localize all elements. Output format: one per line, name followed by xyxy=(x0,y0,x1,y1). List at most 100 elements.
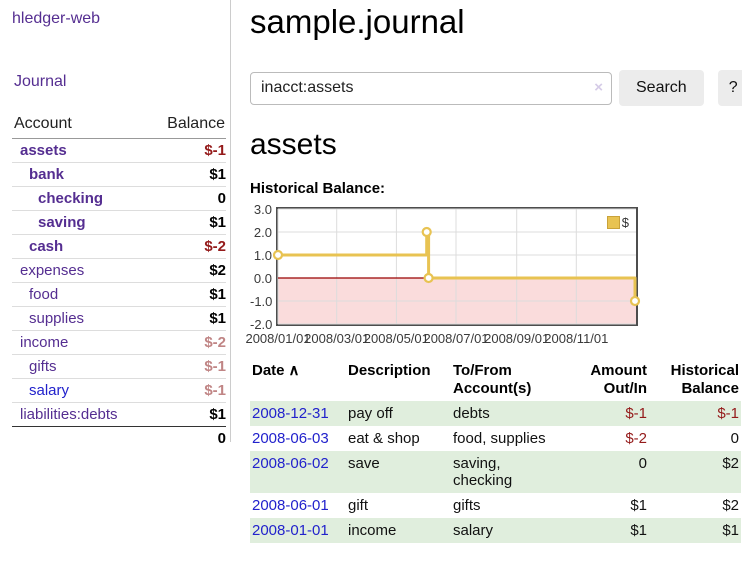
account-link-supplies[interactable]: supplies xyxy=(29,310,85,327)
chart-legend: $ xyxy=(604,214,631,231)
transaction-accounts: food, supplies xyxy=(453,430,546,447)
y-axis-tick-label: -1.0 xyxy=(250,294,273,309)
account-balance: $2 xyxy=(209,262,226,279)
y-axis-tick-label: 2.0 xyxy=(253,225,272,240)
transaction-balance: $2 xyxy=(722,455,739,472)
account-row: assets $-1 xyxy=(12,139,226,163)
account-balance: $1 xyxy=(209,310,226,327)
x-axis-tick-label: 2008/07/01 xyxy=(423,331,489,346)
account-row: supplies $1 xyxy=(12,306,226,331)
transaction-balance: $-1 xyxy=(717,405,739,422)
sidebar-nav: Journal xyxy=(14,73,230,91)
transaction-accounts: gifts xyxy=(453,497,481,514)
app-brand-link[interactable]: hledger-web xyxy=(12,10,101,27)
account-row: gifts $-1 xyxy=(12,354,226,379)
account-row: salary $-1 xyxy=(12,378,226,403)
transaction-balance: $2 xyxy=(722,497,739,514)
transaction-description: pay off xyxy=(348,405,393,422)
page-title: sample.journal xyxy=(250,3,465,40)
y-axis-tick-label: 1.0 xyxy=(253,248,272,263)
account-link-liabilities-debts[interactable]: liabilities:debts xyxy=(20,406,118,423)
x-axis-tick-label: 2008/09/01 xyxy=(484,331,550,346)
nav-journal-link[interactable]: Journal xyxy=(14,73,67,90)
transaction-row: 2008-01-01 income salary $1 $1 xyxy=(250,518,741,543)
accounts-total-row: 0 xyxy=(12,426,226,451)
account-balance: $-2 xyxy=(204,238,226,255)
transaction-row: 2008-06-03 eat & shop food, supplies $-2 0 xyxy=(250,426,741,451)
clear-search-icon[interactable]: × xyxy=(594,78,603,96)
search-row: × Search ? xyxy=(250,70,742,106)
main-content: sample.journal × Search ? assets Histori… xyxy=(231,0,742,582)
transaction-amount: $-1 xyxy=(625,405,647,422)
transaction-accounts: saving, checking xyxy=(453,455,513,489)
transaction-amount: $-2 xyxy=(625,430,647,447)
account-balance: 0 xyxy=(217,190,226,207)
transaction-accounts: debts xyxy=(453,405,490,422)
account-link-expenses[interactable]: expenses xyxy=(20,262,85,279)
help-button[interactable]: ? xyxy=(717,70,742,106)
transaction-accounts: salary xyxy=(453,522,494,539)
account-balance: $-2 xyxy=(204,334,226,351)
y-axis-tick-label: 3.0 xyxy=(253,202,272,217)
account-balance: $-1 xyxy=(204,142,226,159)
account-balance: $-1 xyxy=(204,382,226,399)
chart-series-svg xyxy=(272,208,641,325)
transaction-row: 2008-06-02 save saving, checking 0 $2 xyxy=(250,451,741,493)
account-link-checking[interactable]: checking xyxy=(38,190,104,207)
accounts-header-account: Account xyxy=(12,112,148,139)
transaction-description: save xyxy=(348,455,380,472)
x-axis-tick-label: 2008/05/01 xyxy=(363,331,429,346)
sidebar: hledger-web Journal Account Balance asse… xyxy=(0,0,231,447)
account-row: food $1 xyxy=(12,282,226,307)
search-box: × xyxy=(250,71,612,105)
chart-plot-area: $ xyxy=(272,207,641,326)
transaction-row: 2008-12-31 pay off debts $-1 $-1 xyxy=(250,401,741,426)
transaction-date-link[interactable]: 2008-12-31 xyxy=(252,405,329,422)
account-balance: $-1 xyxy=(204,358,226,375)
x-axis-tick-label: 2008/11/01 xyxy=(544,331,609,346)
account-row: liabilities:debts $1 xyxy=(12,402,226,427)
account-balance: $1 xyxy=(209,166,226,183)
account-balance: $1 xyxy=(209,214,226,231)
transaction-balance: $1 xyxy=(722,522,739,539)
account-row: checking 0 xyxy=(12,186,226,211)
transaction-date-link[interactable]: 2008-06-01 xyxy=(252,497,329,514)
col-header-description: Description xyxy=(348,362,431,379)
legend-swatch-icon xyxy=(606,216,620,229)
accounts-table: Account Balance assets $-1 bank $1 checking 0… xyxy=(12,112,226,450)
account-link-cash[interactable]: cash xyxy=(29,238,64,255)
col-header-balance: Historical Balance xyxy=(670,362,739,397)
account-row: income $-2 xyxy=(12,330,226,355)
transaction-row: 2008-06-01 gift gifts $1 $2 xyxy=(250,493,741,518)
account-link-saving[interactable]: saving xyxy=(38,214,86,231)
transaction-date-link[interactable]: 2008-06-02 xyxy=(252,455,329,472)
account-link-food[interactable]: food xyxy=(29,286,59,303)
y-axis-tick-label: 0.0 xyxy=(253,271,272,286)
col-header-date[interactable]: Date ∧ xyxy=(250,360,346,401)
transaction-date-link[interactable]: 2008-06-03 xyxy=(252,430,329,447)
account-link-salary[interactable]: salary xyxy=(29,382,70,399)
transactions-table: Date ∧ Description To/From Account(s) Amo… xyxy=(250,360,741,543)
transaction-description: gift xyxy=(348,497,369,514)
col-header-accounts: To/From Account(s) xyxy=(453,362,532,397)
transaction-balance: 0 xyxy=(730,430,739,447)
account-link-assets[interactable]: assets xyxy=(20,142,67,159)
accounts-total-value: 0 xyxy=(217,430,226,447)
transaction-date-link[interactable]: 2008-01-01 xyxy=(252,522,329,539)
historical-balance-label: Historical Balance: xyxy=(250,180,386,197)
x-axis-tick-label: 2008/03/01 xyxy=(304,331,370,346)
account-row: expenses $2 xyxy=(12,258,226,283)
transaction-amount: $1 xyxy=(630,497,647,514)
account-link-income[interactable]: income xyxy=(20,334,69,351)
y-axis-tick-label: -2.0 xyxy=(250,317,273,332)
transaction-description: income xyxy=(348,522,397,539)
accounts-header-balance: Balance xyxy=(147,112,226,139)
search-button[interactable]: Search xyxy=(619,70,704,106)
account-heading: assets xyxy=(250,128,337,161)
historical-balance-chart: $ 3.0 2.0 1.0 0.0 -1.0 -2.0 2008/01/01 2008/03/… xyxy=(245,202,742,347)
account-link-gifts[interactable]: gifts xyxy=(29,358,57,375)
col-header-date-label: Date xyxy=(252,362,285,379)
search-input[interactable] xyxy=(250,71,612,105)
account-link-bank[interactable]: bank xyxy=(29,166,65,183)
